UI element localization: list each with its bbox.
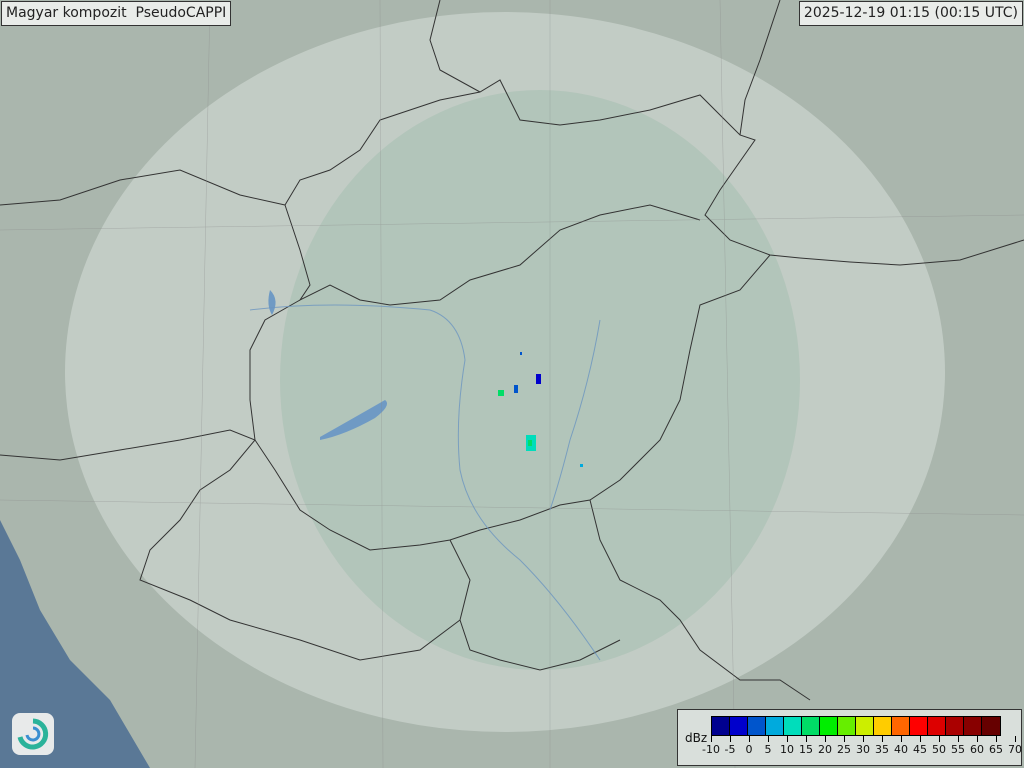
timestamp: 2025-12-19 01:15 (00:15 UTC): [798, 1, 1023, 26]
map-title: Magyar kompozit PseudoCAPPI: [1, 1, 232, 26]
tick-label: 50: [932, 743, 946, 756]
color-bin: [910, 717, 928, 735]
color-bin: [748, 717, 766, 735]
color-bin: [730, 717, 748, 735]
lake-neusiedl: [268, 290, 276, 315]
tick-label: 0: [745, 743, 753, 756]
tick-mark: [996, 736, 997, 742]
swirl-logo-icon[interactable]: [12, 713, 54, 755]
legend-ticks: -10 -5 0 5 10 15 20 25 30 35 40 45 50 55 60 65 70: [702, 736, 1022, 764]
tick-label: 5: [764, 743, 772, 756]
rivers: [249, 304, 601, 661]
radar-coverage-outer: [65, 12, 945, 732]
tick-label: 35: [875, 743, 889, 756]
tick-label: 10: [780, 743, 794, 756]
tick-label: 65: [989, 743, 1003, 756]
color-bin: [946, 717, 964, 735]
color-bin: [838, 717, 856, 735]
tick-mark: [939, 736, 940, 742]
tick-label: 40: [894, 743, 908, 756]
tick-mark: [711, 736, 712, 742]
dbz-legend: dBz -10 -5 0 5 10 15 20 25 30 35 40 45 50 55 60 65 70: [677, 709, 1022, 766]
color-bin: [874, 717, 892, 735]
color-bin: [928, 717, 946, 735]
tick-label: 60: [970, 743, 984, 756]
tick-mark: [749, 736, 750, 742]
tick-mark: [787, 736, 788, 742]
color-bin: [964, 717, 982, 735]
color-bin: [802, 717, 820, 735]
tick-mark: [958, 736, 959, 742]
tick-mark: [1015, 736, 1016, 742]
tick-mark: [920, 736, 921, 742]
tick-label: 70: [1008, 743, 1022, 756]
tick-label: 30: [856, 743, 870, 756]
tick-label: 25: [837, 743, 851, 756]
tick-mark: [825, 736, 826, 742]
tick-mark: [863, 736, 864, 742]
tick-mark: [730, 736, 731, 742]
tick-mark: [882, 736, 883, 742]
tick-label: 45: [913, 743, 927, 756]
tick-mark: [977, 736, 978, 742]
color-bin: [982, 717, 1000, 735]
tick-mark: [768, 736, 769, 742]
tick-label: 20: [818, 743, 832, 756]
country-borders: [0, 0, 1024, 701]
tick-label: -5: [724, 743, 736, 756]
color-bin: [856, 717, 874, 735]
lake-balaton: [320, 400, 388, 440]
color-bin: [712, 717, 730, 735]
tick-mark: [901, 736, 902, 742]
tick-mark: [806, 736, 807, 742]
color-bin: [892, 717, 910, 735]
tick-label: 15: [799, 743, 813, 756]
tick-label: -10: [702, 743, 720, 756]
tick-label: 55: [951, 743, 965, 756]
radar-echoes: [498, 352, 583, 467]
color-scale: [711, 716, 1001, 736]
tick-mark: [844, 736, 845, 742]
color-bin: [820, 717, 838, 735]
color-bin: [784, 717, 802, 735]
color-bin: [766, 717, 784, 735]
adriatic-sea: [0, 520, 150, 768]
legend-unit: dBz: [685, 731, 708, 745]
